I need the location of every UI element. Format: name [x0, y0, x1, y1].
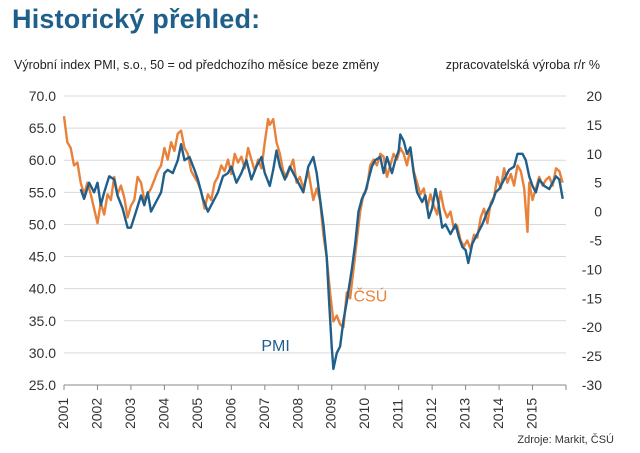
- x-tick-label: 2006: [222, 398, 238, 429]
- left-axis-subtitle: Výrobní index PMI, s.o., 50 = od předcho…: [14, 58, 380, 72]
- right-tick-label: 15: [586, 117, 602, 133]
- x-tick-label: 2003: [122, 398, 138, 429]
- left-tick-label: 30.0: [29, 345, 56, 361]
- series-labels: PMI ČSÚ: [261, 287, 387, 355]
- csu-series-line: [62, 116, 564, 329]
- left-tick-label: 25.0: [29, 377, 56, 393]
- x-tick-label: 2009: [323, 398, 339, 429]
- pmi-series-label: PMI: [261, 338, 289, 355]
- left-tick-label: 55.0: [29, 184, 56, 200]
- x-tick-label: 2013: [457, 398, 473, 429]
- x-tick-label: 2011: [390, 399, 406, 429]
- x-tick-label: 2015: [524, 398, 540, 429]
- left-tick-label: 50.0: [29, 216, 56, 232]
- x-tick-label: 2012: [423, 398, 439, 429]
- x-tick-label: 2008: [289, 398, 305, 429]
- series-lines: [62, 116, 564, 371]
- x-tick-label: 2010: [356, 398, 372, 429]
- right-tick-label: -30: [582, 377, 602, 393]
- x-tick-label: 2005: [189, 398, 205, 429]
- page-title: Historický přehled:: [12, 4, 261, 34]
- right-tick-label: 10: [586, 146, 602, 162]
- left-tick-label: 60.0: [29, 152, 56, 168]
- right-axis-subtitle: zpracovatelská výroba r/r %: [445, 58, 600, 72]
- right-tick-label: -10: [582, 261, 602, 277]
- x-tick-label: 2007: [256, 398, 272, 429]
- right-tick-label: 20: [586, 88, 602, 104]
- right-tick-label: -15: [582, 290, 602, 306]
- left-tick-label: 65.0: [29, 120, 56, 136]
- right-tick-label: -20: [582, 319, 602, 335]
- right-tick-label: 5: [594, 175, 602, 191]
- x-tick-label: 2004: [155, 398, 171, 429]
- source-note: Zdroje: Markit, ČSÚ: [517, 434, 614, 446]
- axes: 25.0 30.0 35.0 40.0 45.0 50.0 55.0 60.0 65.0 70.0…: [29, 88, 602, 429]
- right-tick-label: -5: [590, 233, 603, 249]
- left-tick-label: 70.0: [29, 88, 56, 104]
- x-tick-label: 2001: [55, 398, 71, 429]
- right-tick-label: 0: [594, 204, 602, 220]
- csu-series-label: ČSÚ: [353, 287, 387, 306]
- gridlines: [64, 95, 566, 386]
- pmi-series-line: [79, 133, 564, 371]
- x-tick-label: 2014: [490, 398, 506, 429]
- left-tick-label: 45.0: [29, 249, 56, 265]
- left-tick-label: 40.0: [29, 281, 56, 297]
- right-tick-label: -25: [582, 348, 602, 364]
- left-tick-label: 35.0: [29, 313, 56, 329]
- x-tick-label: 2002: [88, 398, 104, 429]
